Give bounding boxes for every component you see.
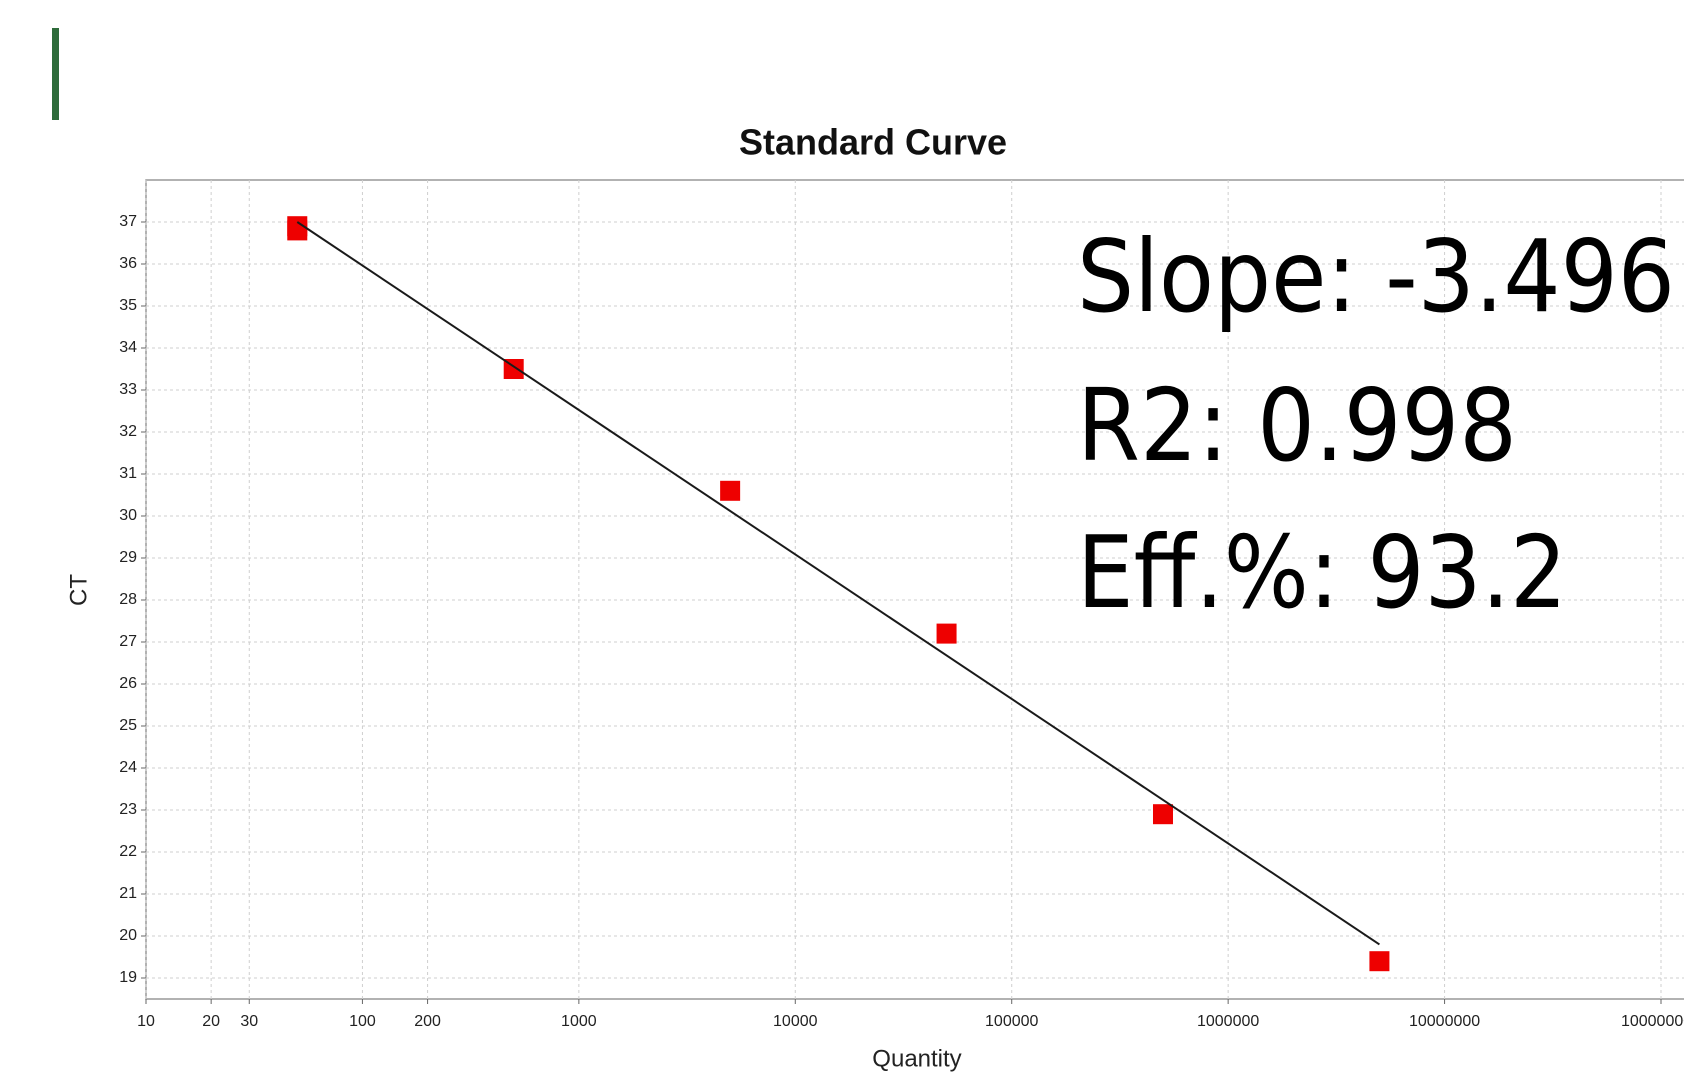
data-point <box>1152 804 1173 825</box>
y-tick-label: 37 <box>119 213 137 230</box>
y-tick-label: 31 <box>119 465 137 482</box>
y-tick-label: 32 <box>119 423 137 440</box>
fit-line <box>296 221 1380 946</box>
x-tick-label: 100000 <box>985 1013 1038 1030</box>
x-tick-label: 10000000 <box>1409 1013 1480 1030</box>
data-point <box>720 480 741 501</box>
x-tick-label: 1000 <box>561 1013 597 1030</box>
data-point <box>936 623 957 644</box>
plot-area <box>145 179 1684 1000</box>
y-tick-label: 25 <box>119 717 137 734</box>
accent-bar <box>52 28 59 120</box>
y-tick-label: 27 <box>119 633 137 650</box>
data-point <box>287 216 308 237</box>
x-tick-label: 10 <box>137 1013 155 1030</box>
y-tick-label: 23 <box>119 801 137 818</box>
y-tick-label: 26 <box>119 675 137 692</box>
y-tick-label: 36 <box>119 255 137 272</box>
y-tick-label: 22 <box>119 843 137 860</box>
data-point <box>1369 951 1390 972</box>
x-axis-label: Quantity <box>872 1045 961 1072</box>
y-axis-label: CT <box>65 574 92 606</box>
x-tick-label: 100000000 <box>1621 1013 1684 1030</box>
y-tick-label: 20 <box>119 927 137 944</box>
annotation: Slope: -3.496 <box>1077 218 1675 335</box>
x-tick-label: 20 <box>202 1013 220 1030</box>
annotation: Eff.%: 93.2 <box>1077 514 1567 631</box>
y-tick-label: 33 <box>119 381 137 398</box>
y-tick-label: 34 <box>119 339 137 356</box>
y-tick-label: 30 <box>119 507 137 524</box>
x-tick-label: 100 <box>349 1013 376 1030</box>
x-tick-label: 200 <box>414 1013 441 1030</box>
chart-title: Standard Curve <box>739 122 1007 163</box>
y-tick-label: 21 <box>119 885 137 902</box>
x-tick-label: 10000 <box>773 1013 818 1030</box>
annotation: R2: 0.998 <box>1077 367 1517 484</box>
y-tick-label: 28 <box>119 591 137 608</box>
y-tick-label: 24 <box>119 759 137 776</box>
x-tick-label: 1000000 <box>1197 1013 1259 1030</box>
y-tick-label: 29 <box>119 549 137 566</box>
y-tick-label: 35 <box>119 297 137 314</box>
x-tick-label: 30 <box>240 1013 258 1030</box>
y-tick-label: 19 <box>119 969 137 986</box>
